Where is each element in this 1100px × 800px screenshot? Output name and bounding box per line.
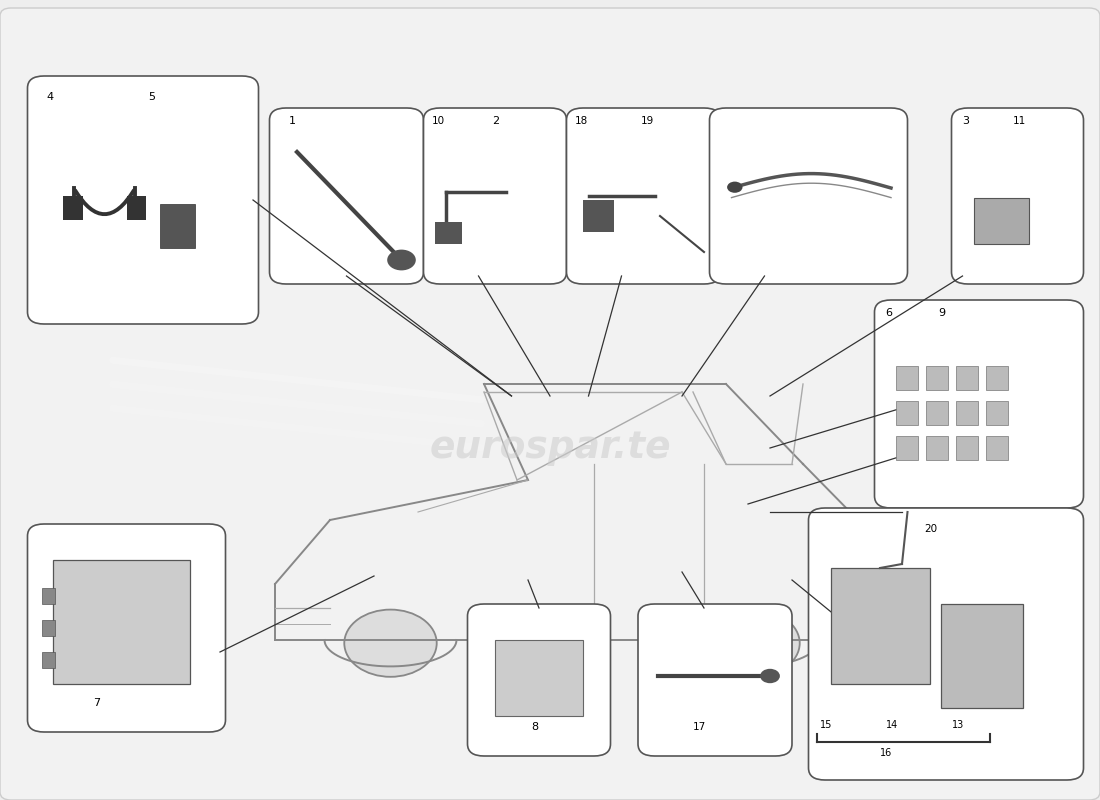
Bar [63,196,82,220]
Text: 13: 13 [952,720,964,730]
Text: 17: 17 [693,722,706,732]
Bar [926,366,948,390]
Circle shape [760,669,780,683]
Bar [956,401,978,425]
Text: 16: 16 [880,749,892,758]
FancyBboxPatch shape [28,76,258,324]
FancyBboxPatch shape [0,8,1100,800]
FancyBboxPatch shape [270,108,424,284]
Text: 15: 15 [820,720,832,730]
Bar [42,588,55,604]
FancyBboxPatch shape [566,108,720,284]
Bar [926,436,948,460]
FancyBboxPatch shape [638,604,792,756]
Text: 5: 5 [148,92,155,102]
Bar [956,366,978,390]
Circle shape [707,610,800,677]
FancyBboxPatch shape [952,108,1084,284]
Bar [42,620,55,636]
Text: 19: 19 [641,116,654,126]
Bar [926,401,948,425]
Text: 4: 4 [46,92,53,102]
Text: 20: 20 [924,524,937,534]
FancyBboxPatch shape [710,108,908,284]
FancyBboxPatch shape [808,508,1084,780]
FancyBboxPatch shape [28,524,226,732]
Text: 11: 11 [1013,116,1026,126]
Text: 1: 1 [289,116,296,126]
Text: eurospar.te: eurospar.te [429,430,671,466]
Bar [42,652,55,668]
Bar [940,604,1023,708]
Bar [830,568,930,684]
FancyBboxPatch shape [874,300,1084,508]
FancyBboxPatch shape [468,604,610,756]
Text: 10: 10 [432,116,446,126]
Bar [986,436,1008,460]
Bar [126,196,146,220]
Bar [986,366,1008,390]
Text: 14: 14 [886,720,898,730]
Bar [495,640,583,716]
Bar [974,198,1028,244]
Circle shape [344,610,437,677]
Text: 2: 2 [492,116,498,126]
Text: 8: 8 [531,722,538,732]
Text: 7: 7 [94,698,100,708]
Text: 9: 9 [938,308,945,318]
Circle shape [387,250,416,270]
Bar [896,401,918,425]
Bar [896,366,918,390]
Text: 3: 3 [962,116,969,126]
Text: 18: 18 [575,116,589,126]
Bar [896,436,918,460]
Bar [160,204,195,248]
Text: 6: 6 [886,308,892,318]
Bar [956,436,978,460]
Bar [53,560,190,684]
Bar [986,401,1008,425]
Circle shape [727,182,742,193]
FancyBboxPatch shape [424,108,566,284]
Bar [583,200,614,232]
Bar [434,222,462,244]
